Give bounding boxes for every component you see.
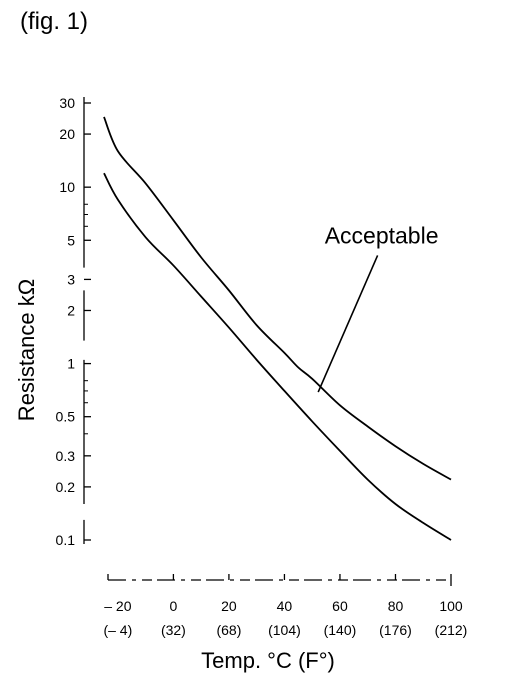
- x-tick-label-f: (– 4): [103, 622, 132, 638]
- x-tick-label-f: (32): [161, 622, 186, 638]
- y-tick-label: 3: [67, 271, 75, 287]
- x-tick-label: 40: [277, 598, 293, 614]
- x-tick-label-f: (176): [379, 622, 412, 638]
- labels-group: 30 20 10 5 3 2 1 0.5 0.3 0.2 0.1 – 20 (– 4) 0 (32) 20 (6…: [14, 95, 467, 673]
- y-tick-label: 0.5: [56, 409, 76, 425]
- y-tick-label: 30: [59, 95, 75, 111]
- x-tick-label: 80: [388, 598, 404, 614]
- y-tick-label: 0.2: [56, 479, 76, 495]
- series-line-0: [103, 116, 452, 481]
- y-tick-label: 0.1: [56, 532, 76, 548]
- y-axis-title: Resistance kΩ: [14, 279, 39, 421]
- y-tick-label: 0.3: [56, 448, 76, 464]
- axes: [83, 97, 452, 586]
- x-tick-label-f: (212): [435, 622, 468, 638]
- x-tick-label: 0: [170, 598, 178, 614]
- y-tick-label: 20: [59, 126, 75, 142]
- x-tick-label: – 20: [104, 598, 131, 614]
- annotation-acceptable: Acceptable: [325, 222, 439, 248]
- annotation-leader-line-0: [317, 255, 379, 393]
- y-tick-label: 5: [67, 232, 75, 248]
- x-tick-label-f: (140): [324, 622, 357, 638]
- x-tick-label-f: (104): [268, 622, 301, 638]
- series-group: [103, 116, 452, 541]
- x-tick-label: 100: [439, 598, 463, 614]
- y-tick-label: 1: [67, 356, 75, 372]
- x-axis-title: Temp. °C (F°): [201, 648, 335, 673]
- x-tick-label: 60: [332, 598, 348, 614]
- x-tick-label: 20: [221, 598, 237, 614]
- series-line-1: [103, 172, 452, 541]
- figure-caption: (fig. 1): [20, 8, 89, 35]
- y-tick-label: 10: [59, 179, 75, 195]
- x-tick-label-f: (68): [216, 622, 241, 638]
- y-tick-label: 2: [67, 302, 75, 318]
